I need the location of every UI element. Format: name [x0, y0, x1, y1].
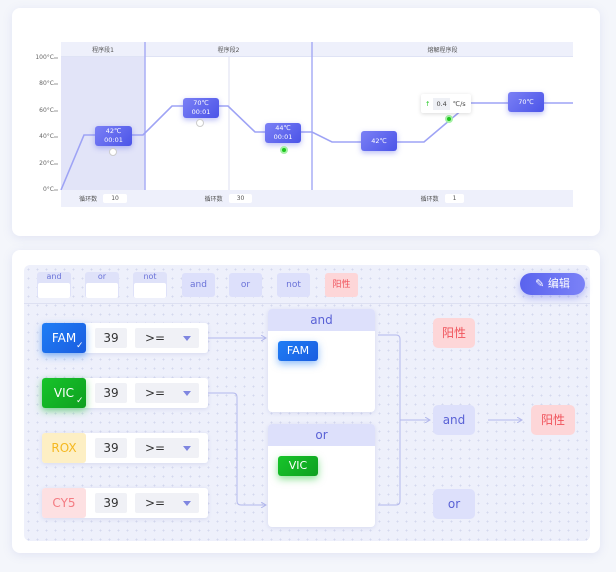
palette-or[interactable]: or [229, 273, 262, 297]
stage1-shade [61, 57, 145, 190]
cycles-input[interactable]: 1 [444, 194, 465, 203]
step-box[interactable]: 42℃ [361, 131, 397, 151]
palette-not-slot[interactable]: not [133, 272, 167, 298]
y-tick: 40°C [39, 133, 54, 140]
check-icon: ✓ [76, 396, 84, 406]
stage-header: 熔解程序段 [312, 42, 573, 57]
plot-area [145, 57, 573, 190]
or-node[interactable]: or [433, 489, 475, 519]
y-tick: 20°C [39, 160, 54, 167]
palette-not[interactable]: not [277, 273, 310, 297]
ct-input[interactable]: 39 [95, 328, 127, 348]
y-tick: 80°C [39, 80, 54, 87]
chevron-down-icon [183, 391, 191, 396]
stage-footer: 循环数 10 [61, 190, 145, 207]
stage-header: 程序段2 [145, 42, 312, 57]
group-chip[interactable]: VIC [278, 456, 318, 476]
palette-and[interactable]: and [182, 273, 215, 297]
palette-and-slot[interactable]: and [37, 272, 71, 298]
y-tick: 60°C [39, 107, 54, 114]
step-box[interactable]: 70℃ 00:01 [183, 98, 219, 118]
channel-row-fam: FAM ✓ 39 >= [42, 323, 208, 353]
collect-toggle[interactable] [109, 148, 117, 156]
channel-row-vic: VIC ✓ 39 >= [42, 378, 208, 408]
positive-node[interactable]: 阳性 [433, 318, 475, 348]
channel-tag[interactable]: ROX [42, 433, 86, 463]
edit-icon: ✎ [535, 277, 548, 290]
y-tick: 100°C [35, 54, 54, 61]
edit-button[interactable]: ✎ 编辑 [520, 273, 585, 295]
operator-select[interactable]: >= [135, 383, 199, 403]
collect-toggle[interactable] [196, 119, 204, 127]
cycles-input[interactable]: 30 [228, 194, 253, 203]
rate-input[interactable]: 0.4 [433, 97, 450, 110]
arrow-up-icon: ↑ [425, 99, 431, 108]
stage-footer: 循环数 30 [145, 190, 312, 207]
group-title: or [268, 424, 375, 446]
chevron-down-icon [183, 501, 191, 506]
y-tick: 0°C [42, 186, 54, 193]
ct-input[interactable]: 39 [95, 438, 127, 458]
palette-or-slot[interactable]: or [85, 272, 119, 298]
stage-header: 程序段1 [61, 42, 145, 57]
operator-select[interactable]: >= [135, 438, 199, 458]
cycles-input[interactable]: 10 [103, 194, 127, 203]
check-icon: ✓ [76, 341, 84, 351]
divider [24, 303, 590, 304]
collect-toggle-active[interactable] [280, 146, 288, 154]
step-box[interactable]: 44℃ 00:01 [265, 123, 301, 143]
channel-row-rox: ROX 39 >= [42, 433, 208, 463]
rate-tooltip: ↑ 0.4 ℃/s [421, 94, 471, 113]
ct-input[interactable]: 39 [95, 383, 127, 403]
step-box[interactable]: 70℃ [508, 92, 544, 112]
palette-positive[interactable]: 阳性 [325, 273, 358, 297]
channel-tag[interactable]: CY5 [42, 488, 86, 518]
collect-toggle-active[interactable] [445, 115, 453, 123]
chevron-down-icon [183, 446, 191, 451]
chevron-down-icon [183, 336, 191, 341]
result-positive[interactable]: 阳性 [531, 405, 575, 435]
step-box[interactable]: 42℃ 00:01 [95, 126, 132, 146]
group-or[interactable]: or VIC [268, 424, 375, 527]
rate-unit: ℃/s [452, 99, 466, 108]
group-chip[interactable]: FAM [278, 341, 318, 361]
channel-tag[interactable]: VIC [42, 378, 86, 408]
and-node[interactable]: and [433, 405, 475, 435]
operator-select[interactable]: >= [135, 328, 199, 348]
group-title: and [268, 309, 375, 331]
operator-select[interactable]: >= [135, 493, 199, 513]
channel-row-cy5: CY5 39 >= [42, 488, 208, 518]
group-and[interactable]: and FAM [268, 309, 375, 412]
ct-input[interactable]: 39 [95, 493, 127, 513]
stage-footer: 循环数 1 [312, 190, 573, 207]
channel-tag[interactable]: FAM [42, 323, 86, 353]
